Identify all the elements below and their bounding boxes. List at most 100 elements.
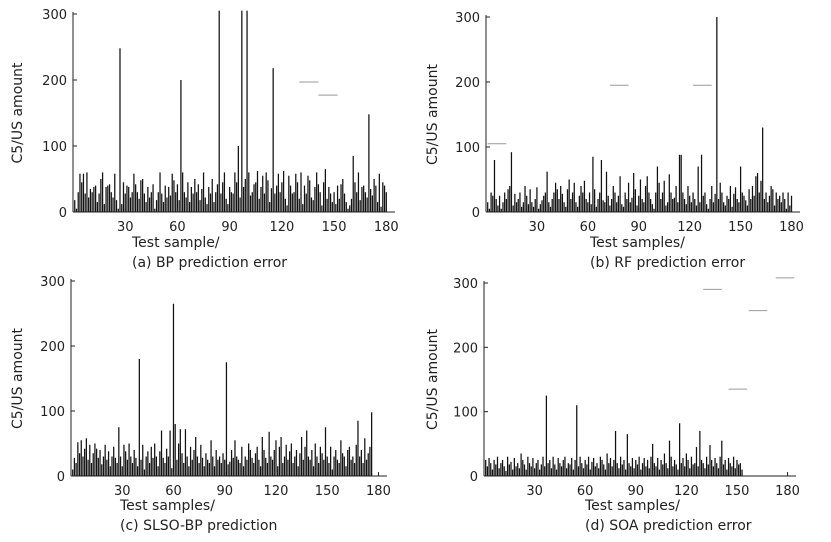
bar [702,195,704,212]
bar [548,202,550,212]
bar [109,466,111,476]
bar [498,468,500,476]
bar [694,199,696,212]
bar [512,205,514,212]
bar [143,469,146,476]
bar [495,464,497,476]
x-tick-label: 60 [165,484,182,499]
bar [501,459,504,476]
bar [726,195,728,212]
bar [370,188,372,212]
bar [532,206,535,212]
bar [545,395,548,476]
bar [288,175,290,212]
bar [189,446,192,476]
bar [521,206,523,212]
bar [658,469,661,476]
bar [588,192,591,212]
bar [690,456,693,476]
bar [278,446,281,476]
bar [657,457,659,476]
bar [343,456,345,476]
bar [704,468,706,476]
bar [161,193,163,212]
bar [612,186,614,212]
bar [623,459,625,476]
bar [625,469,627,476]
bar [661,192,664,212]
panel-caption: (a) BP prediction error [132,255,287,271]
bar [349,205,351,212]
bar [145,456,147,476]
bar [96,448,98,476]
bar [75,463,77,476]
bar [517,463,519,476]
bar [569,464,571,476]
bar [490,463,492,476]
bar [316,456,318,476]
bar [188,466,190,476]
bar [155,456,158,476]
bar [197,184,199,212]
bar [624,192,626,212]
bar [672,199,674,212]
bar [292,463,294,476]
bar [524,186,526,212]
bar [687,186,689,212]
bar [682,457,684,476]
bar [364,438,366,476]
bar [767,202,769,212]
bar [176,459,178,476]
bar [582,192,584,212]
bar [719,182,721,212]
bar [157,466,159,476]
bar [142,444,144,476]
bar [223,172,226,212]
bar [131,192,133,212]
bar [367,453,369,476]
bar [277,173,280,212]
bar [557,457,559,476]
chart-panel-b: 0 100 200 300 30 60 90 120 150 180 C5/US amount Tes… [425,11,804,271]
x-tick-label: 90 [221,220,238,235]
bar [116,463,118,476]
bar [171,173,173,212]
bar [635,459,637,476]
bar [503,466,505,476]
bar [540,464,542,476]
bar [537,208,540,212]
bar [357,420,359,476]
bar [310,197,313,212]
bar [244,179,246,212]
bar [577,206,579,212]
bar [77,442,79,476]
bar [772,189,774,212]
bar [92,453,94,476]
bar [512,469,514,476]
bar [362,463,364,476]
bar [605,171,608,212]
bar [220,463,222,476]
y-tick-label: 100 [40,405,65,420]
bar [692,192,694,212]
bar [225,362,228,476]
bar [256,171,259,212]
bar [224,459,226,476]
bar [241,446,243,476]
bar [574,459,576,476]
bar [195,437,197,476]
bar [263,193,266,212]
bar [326,456,328,476]
bar [140,180,142,212]
bar [668,174,670,212]
bar [630,466,632,476]
bar [527,456,529,476]
bar [558,199,560,212]
bar [145,202,147,212]
bar [263,450,265,476]
bar [138,198,140,212]
bar [758,192,760,212]
bar [554,464,556,476]
bar [565,206,567,212]
bar [298,198,300,212]
